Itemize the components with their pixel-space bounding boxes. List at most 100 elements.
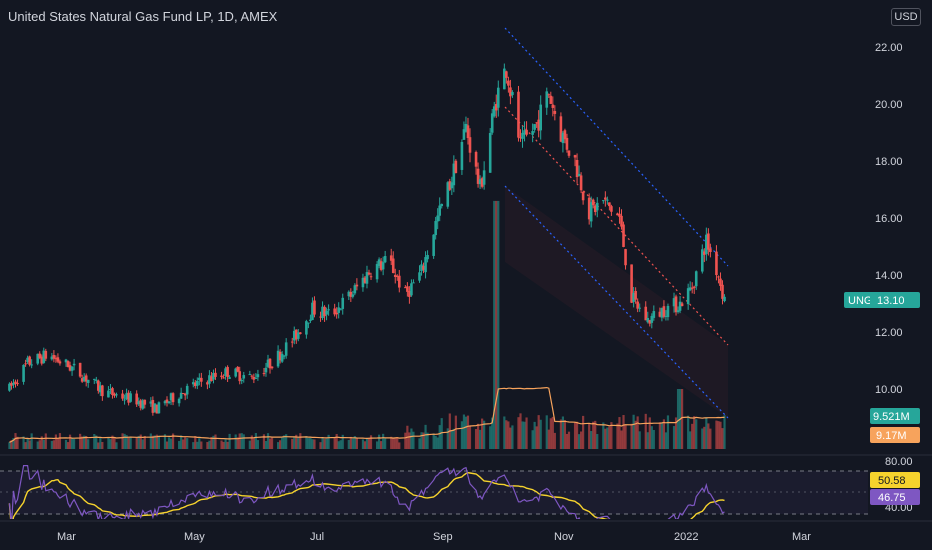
candle[interactable] <box>14 379 17 388</box>
candle[interactable] <box>220 371 223 380</box>
candle[interactable] <box>222 374 225 379</box>
candle[interactable] <box>242 371 246 383</box>
candle[interactable] <box>149 397 153 407</box>
candle[interactable] <box>391 251 395 274</box>
candle[interactable] <box>494 94 498 118</box>
candle[interactable] <box>12 379 15 389</box>
candle[interactable] <box>638 303 641 312</box>
candle[interactable] <box>183 392 187 401</box>
candle[interactable] <box>325 307 328 321</box>
candle[interactable] <box>604 191 607 207</box>
candle[interactable] <box>238 366 242 385</box>
candle[interactable] <box>521 125 524 148</box>
candle[interactable] <box>8 382 11 392</box>
candle[interactable] <box>319 311 322 322</box>
candle[interactable] <box>299 332 302 335</box>
candle[interactable] <box>56 353 60 364</box>
candle[interactable] <box>664 310 668 321</box>
candle[interactable] <box>686 283 690 310</box>
candle[interactable] <box>208 370 211 388</box>
candle[interactable] <box>248 370 252 376</box>
candle[interactable] <box>406 282 409 297</box>
candle[interactable] <box>214 368 217 380</box>
candle[interactable] <box>509 79 512 105</box>
candle[interactable] <box>620 209 623 230</box>
candle[interactable] <box>323 305 326 322</box>
candle[interactable] <box>418 265 421 283</box>
candle[interactable] <box>99 381 102 396</box>
candle[interactable] <box>424 251 427 279</box>
candle[interactable] <box>634 287 637 304</box>
candle[interactable] <box>264 362 268 377</box>
candle[interactable] <box>185 383 189 399</box>
candle[interactable] <box>490 109 494 135</box>
candle[interactable] <box>163 399 167 406</box>
candle[interactable] <box>452 155 456 193</box>
candle[interactable] <box>30 359 33 369</box>
candle[interactable] <box>549 91 553 105</box>
candle[interactable] <box>268 358 272 374</box>
candle[interactable] <box>341 293 345 315</box>
candle[interactable] <box>125 388 128 401</box>
candle[interactable] <box>587 193 591 225</box>
candle[interactable] <box>624 248 627 270</box>
candle[interactable] <box>393 268 397 284</box>
candle[interactable] <box>618 207 621 224</box>
candle[interactable] <box>44 348 48 362</box>
candle[interactable] <box>153 403 157 413</box>
candle[interactable] <box>22 364 25 385</box>
candle[interactable] <box>137 397 141 406</box>
candle[interactable] <box>395 274 399 281</box>
candle[interactable] <box>622 221 625 248</box>
candle[interactable] <box>389 248 393 266</box>
candle[interactable] <box>492 101 496 118</box>
candle[interactable] <box>206 380 209 390</box>
candle[interactable] <box>450 176 454 196</box>
candle[interactable] <box>68 361 72 372</box>
candle[interactable] <box>351 290 355 299</box>
candle[interactable] <box>80 374 84 383</box>
candle[interactable] <box>333 303 336 317</box>
candle[interactable] <box>398 270 401 293</box>
candle[interactable] <box>236 365 239 373</box>
candle[interactable] <box>335 307 338 319</box>
candle[interactable] <box>181 393 185 395</box>
candle[interactable] <box>503 63 506 90</box>
candle[interactable] <box>292 326 296 345</box>
candle[interactable] <box>674 294 678 316</box>
candle[interactable] <box>581 190 585 205</box>
candle[interactable] <box>155 404 159 414</box>
candle[interactable] <box>327 304 330 316</box>
candle[interactable] <box>410 279 413 297</box>
candle[interactable] <box>565 133 569 153</box>
candle[interactable] <box>715 245 718 281</box>
candle[interactable] <box>16 379 19 386</box>
candle[interactable] <box>84 373 88 387</box>
candle[interactable] <box>476 162 480 188</box>
candle[interactable] <box>250 374 254 380</box>
candle[interactable] <box>707 228 710 256</box>
candle[interactable] <box>266 354 270 368</box>
candle[interactable] <box>466 117 470 145</box>
candle[interactable] <box>129 391 132 403</box>
candle[interactable] <box>165 396 169 407</box>
candle[interactable] <box>369 272 373 280</box>
candle[interactable] <box>40 354 44 366</box>
candle[interactable] <box>454 159 458 174</box>
candle[interactable] <box>151 396 155 416</box>
candle[interactable] <box>650 313 654 329</box>
candle[interactable] <box>595 197 599 218</box>
candle[interactable] <box>280 351 284 363</box>
candle[interactable] <box>127 390 130 406</box>
candle[interactable] <box>462 121 466 140</box>
candle[interactable] <box>488 128 492 173</box>
candle[interactable] <box>309 314 312 324</box>
candle[interactable] <box>191 378 195 388</box>
candle[interactable] <box>256 369 260 381</box>
candle[interactable] <box>648 319 652 327</box>
candle[interactable] <box>337 302 340 319</box>
candle[interactable] <box>676 306 680 314</box>
candle[interactable] <box>610 204 613 216</box>
candle[interactable] <box>436 208 439 230</box>
candle[interactable] <box>72 358 76 371</box>
